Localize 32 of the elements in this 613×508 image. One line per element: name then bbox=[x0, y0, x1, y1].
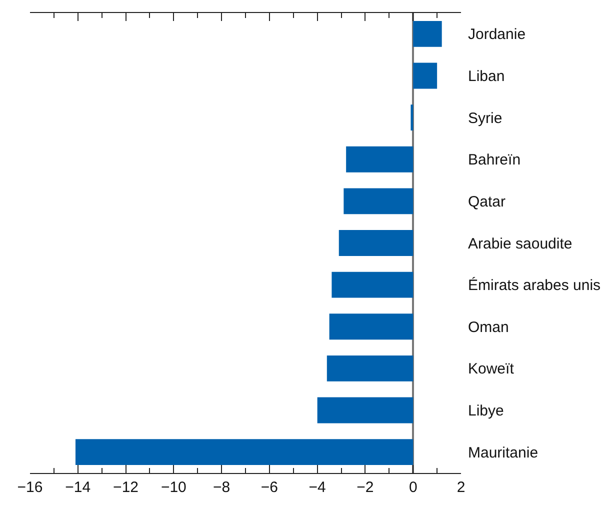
x-tick-label: −10 bbox=[160, 479, 186, 496]
y-tick-label: Qatar bbox=[468, 193, 506, 210]
x-tick-label: 0 bbox=[408, 479, 418, 496]
y-tick-label: Émirats arabes unis bbox=[468, 276, 601, 294]
bar bbox=[326, 355, 414, 382]
bar bbox=[413, 62, 438, 89]
y-tick-label: Koweït bbox=[468, 360, 515, 378]
y-tick-label: Liban bbox=[468, 68, 505, 85]
bar bbox=[317, 397, 414, 424]
x-tick-label: −12 bbox=[113, 479, 139, 496]
bar bbox=[332, 272, 414, 298]
x-tick-label: −16 bbox=[17, 479, 43, 496]
bar bbox=[346, 146, 414, 172]
x-tick-label: −14 bbox=[65, 479, 91, 496]
x-tick-label: −6 bbox=[260, 479, 278, 496]
bar bbox=[329, 314, 414, 340]
bar bbox=[75, 439, 414, 466]
y-tick-label: Bahreïn bbox=[468, 152, 521, 169]
y-tick-label: Jordanie bbox=[468, 26, 526, 44]
bar bbox=[344, 188, 414, 214]
y-tick-label: Mauritanie bbox=[468, 444, 538, 462]
x-tick-label: −4 bbox=[308, 479, 326, 496]
y-tick-label: Oman bbox=[468, 318, 509, 336]
x-tick-label: 2 bbox=[456, 479, 466, 496]
y-tick-label: Libye bbox=[468, 402, 504, 420]
x-tick-label: −8 bbox=[213, 479, 230, 496]
y-tick-label: Syrie bbox=[468, 110, 502, 127]
bar bbox=[413, 20, 442, 47]
y-tick-label: Arabie saoudite bbox=[468, 235, 572, 252]
x-tick-label: −2 bbox=[356, 479, 374, 496]
bar bbox=[410, 104, 414, 131]
bar bbox=[338, 230, 414, 256]
